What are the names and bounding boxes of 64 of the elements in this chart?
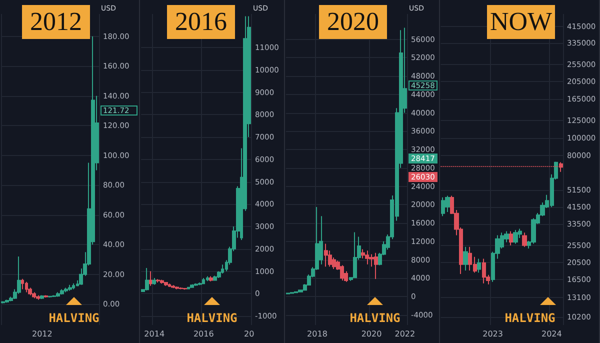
candlestick [509, 230, 513, 246]
annotation: HALVING [348, 311, 402, 325]
candlestick [72, 282, 75, 290]
candlestick [221, 264, 224, 274]
candlestick [56, 292, 60, 298]
candlestick [60, 288, 64, 295]
chart-title: NOW [487, 5, 555, 39]
x-tick-label: 2014 [144, 330, 165, 338]
candlestick [463, 246, 468, 272]
candlestick [353, 232, 357, 279]
candlestick [68, 284, 72, 292]
chart-title: 2016 [167, 5, 235, 39]
candlestick [32, 292, 36, 299]
candlestick [209, 276, 213, 282]
chart-title: 2012 [22, 5, 90, 39]
candlestick [36, 294, 40, 300]
candlestick [175, 286, 179, 290]
candlestick [145, 267, 149, 291]
candlestick [25, 281, 28, 293]
x-tick-label: 2024 [542, 330, 562, 338]
candlestick [164, 282, 168, 286]
candlestick [179, 286, 183, 290]
x-tick-label: 2023 [482, 330, 503, 338]
candlestick [156, 278, 160, 283]
x-tick-label: 2020 [361, 330, 382, 338]
candlestick [206, 276, 209, 282]
candlestick [168, 283, 171, 288]
candlestick [522, 232, 527, 248]
candlestick [513, 230, 518, 244]
chart-title: 2020 [319, 5, 387, 39]
candlestick [1, 300, 5, 304]
candlestick [477, 258, 481, 274]
candlestick [194, 282, 198, 286]
candlestick [213, 275, 217, 282]
candlestick [48, 295, 52, 298]
candlestick [290, 292, 294, 294]
candlestick [198, 282, 202, 286]
x-tick-label: 2016 [193, 330, 214, 338]
candlestick [340, 264, 344, 281]
candlestick [202, 278, 205, 285]
x-tick-label: 2012 [32, 330, 52, 338]
candlestick [44, 294, 48, 298]
candlestick [324, 243, 328, 268]
candlestick [149, 270, 152, 286]
x-tick-label: 2018 [307, 330, 328, 338]
candlestick [187, 286, 190, 290]
candlestick [482, 258, 486, 284]
annotation: HALVING [504, 311, 556, 325]
x-tick-label: 20 [244, 330, 254, 338]
candlestick [445, 195, 450, 212]
x-tick-label: 2022 [394, 330, 416, 338]
candlestick [190, 284, 194, 288]
annotation: HALVING [48, 311, 100, 325]
candlestick [183, 288, 187, 290]
candlestick [64, 287, 68, 293]
candlestick [40, 294, 44, 300]
candlestick [160, 279, 164, 284]
candlestick [52, 294, 56, 298]
candlestick [171, 284, 175, 289]
candlestick [152, 278, 156, 286]
candlestick [21, 278, 24, 290]
annotation: HALVING [186, 311, 238, 325]
candlestick [5, 299, 9, 304]
candlestick [286, 292, 290, 295]
